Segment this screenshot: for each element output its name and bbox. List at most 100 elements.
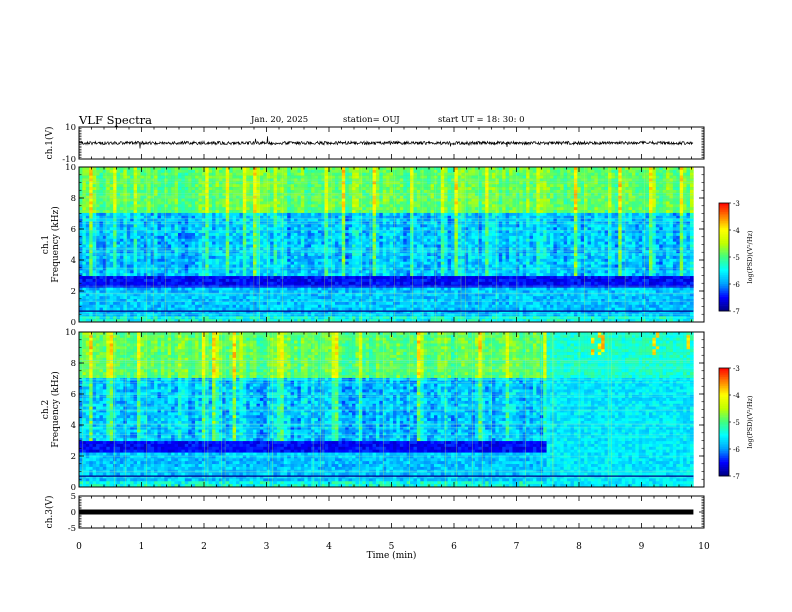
spectrogram-cell [134, 262, 138, 265]
spectrogram-cell [369, 279, 373, 282]
spectrogram-cell [379, 233, 383, 236]
spectrogram-cell [86, 288, 90, 291]
spectrogram-cell [226, 233, 230, 236]
spectrogram-cell [355, 256, 359, 259]
spectrogram-cell [294, 213, 298, 216]
spectrogram-cell [158, 308, 162, 311]
spectrogram-cell [134, 305, 138, 308]
spectrogram-cell [243, 213, 247, 216]
spectrogram-cell [342, 245, 346, 248]
spectrogram-cell [140, 276, 144, 279]
spectrogram-cell [359, 270, 363, 273]
spectrogram-cell [229, 265, 233, 268]
spectrogram-cell [151, 193, 155, 196]
spectrogram-cell [205, 190, 209, 193]
spectrogram-cell [284, 201, 288, 204]
spectrogram-cell [308, 262, 312, 265]
spectrogram-cell [338, 313, 342, 316]
spectrogram-cell [188, 288, 192, 291]
spectrogram-cell [359, 210, 363, 213]
spectrogram-cell [171, 170, 175, 173]
spectrogram-cell [202, 236, 206, 239]
spectrogram-cell [229, 276, 233, 279]
spectrogram-cell [120, 308, 124, 311]
spectrogram-cell [332, 250, 336, 253]
spectrogram-cell [345, 279, 349, 282]
spectrogram-cell [287, 187, 291, 190]
spectrogram-cell [212, 193, 216, 196]
spectrogram-cell [383, 313, 387, 316]
spectrogram-cell [226, 270, 230, 273]
spectrogram-cell [117, 250, 121, 253]
spectrogram-cell [229, 299, 233, 302]
spectrogram-cell [96, 276, 100, 279]
spectrogram-cell [362, 302, 366, 305]
spectrogram-cell [325, 204, 329, 207]
spectrogram-cell [130, 227, 134, 230]
spectrogram-cell [202, 270, 206, 273]
spectrogram-cell [181, 233, 185, 236]
spectrogram-cell [106, 308, 110, 311]
spectrogram-cell [284, 236, 288, 239]
spectrogram-cell [164, 233, 168, 236]
spectrogram-cell [134, 213, 138, 216]
spectrogram-cell [86, 250, 90, 253]
spectrogram-cell [318, 299, 322, 302]
spectrogram-cell [267, 299, 271, 302]
spectrogram-cell [106, 210, 110, 213]
spectrogram-cell [287, 176, 291, 179]
spectrogram-cell [253, 250, 257, 253]
spectrogram-cell [175, 213, 179, 216]
spectrogram-cell [164, 253, 168, 256]
spectrogram-cell [284, 308, 288, 311]
spectrogram-cell [185, 233, 189, 236]
spectrogram-cell [243, 210, 247, 213]
spectrogram-cell [106, 184, 110, 187]
spectrogram-cell [89, 173, 93, 176]
spectrogram-cell [209, 256, 213, 259]
spectrogram-cell [379, 308, 383, 311]
spectrogram-cell [99, 173, 103, 176]
spectrogram-cell [315, 207, 319, 210]
spectrogram-cell [117, 176, 121, 179]
spectrogram-cell [355, 242, 359, 245]
spectrogram-cell [195, 299, 199, 302]
spectrogram-cell [86, 213, 90, 216]
spectrogram-cell [120, 265, 124, 268]
spectrogram-cell [277, 184, 281, 187]
spectrogram-cell [263, 193, 267, 196]
spectrogram-cell [386, 296, 390, 299]
spectrogram-cell [366, 207, 370, 210]
spectrogram-cell [243, 193, 247, 196]
spectrogram-cell [164, 245, 168, 248]
spectrogram-cell [82, 236, 86, 239]
spectrogram-cell [277, 256, 281, 259]
spectrogram-cell [79, 222, 83, 225]
spectrogram-cell [311, 199, 315, 202]
spectrogram-cell [110, 256, 114, 259]
spectrogram-cell [137, 199, 141, 202]
spectrogram-cell [352, 259, 356, 262]
spectrogram-cell [318, 210, 322, 213]
spectrogram-cell [158, 184, 162, 187]
spectrogram-cell [202, 187, 206, 190]
spectrogram-cell [216, 210, 220, 213]
spectrogram-cell [243, 313, 247, 316]
spectrogram-cell [99, 242, 103, 245]
spectrogram-cell [349, 193, 353, 196]
spectrogram-cell [212, 239, 216, 242]
spectrogram-cell [253, 302, 257, 305]
spectrogram-cell [332, 308, 336, 311]
spectrogram-cell [147, 170, 151, 173]
spectrogram-cell [198, 299, 202, 302]
spectrogram-cell [236, 296, 240, 299]
spectrogram-cell [263, 176, 267, 179]
spectrogram-cell [110, 199, 114, 202]
spectrogram-cell [253, 245, 257, 248]
spectrogram-cell [185, 187, 189, 190]
spectrogram-cell [188, 222, 192, 225]
spectrogram-cell [369, 276, 373, 279]
spectrogram-cell [270, 242, 274, 245]
spectrogram-cell [178, 282, 182, 285]
spectrogram-cell [161, 222, 165, 225]
